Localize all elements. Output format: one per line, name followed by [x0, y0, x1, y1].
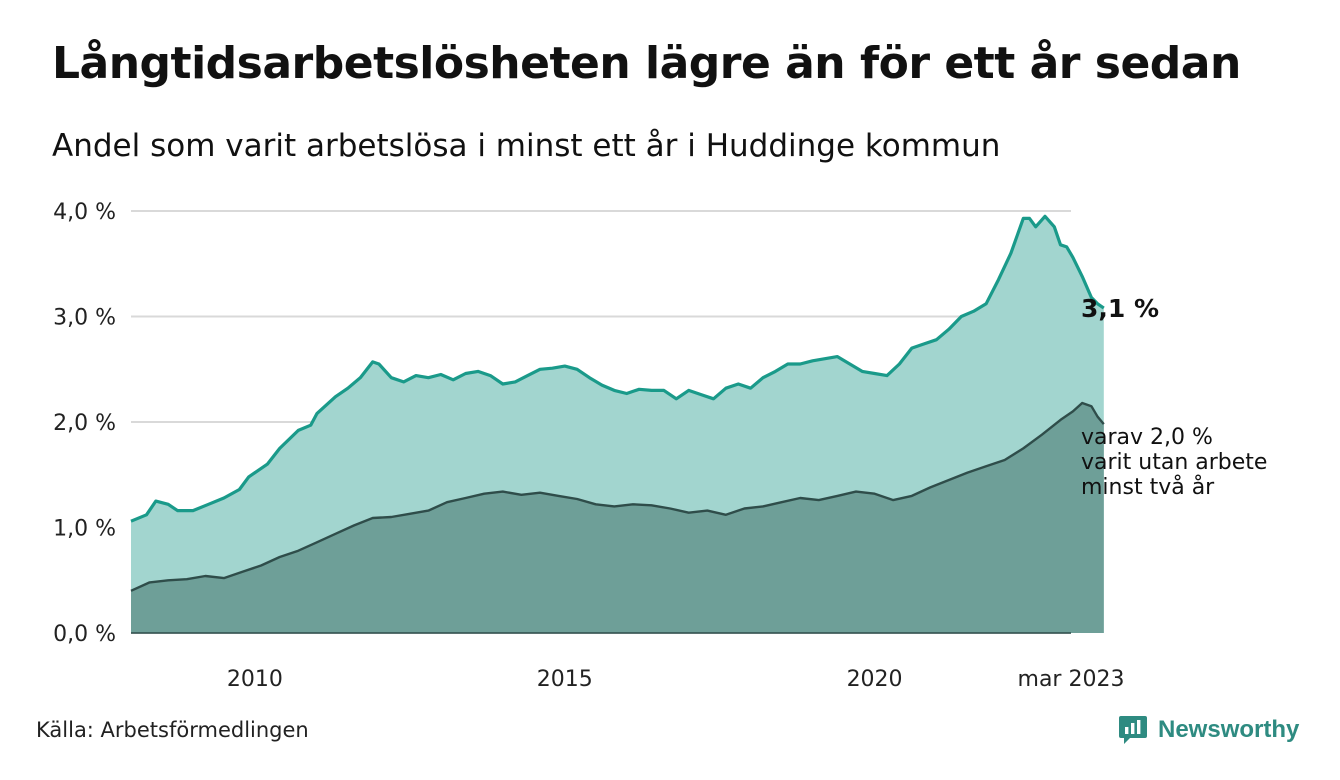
- x-tick-label: mar 2023: [1018, 667, 1125, 692]
- newsworthy-logo-icon: [1119, 716, 1147, 744]
- source-note: Källa: Arbetsförmedlingen: [36, 718, 309, 742]
- label-layer: 0,0 % 1,0 % 2,0 % 3,0 % 4,0 % 2010 2015 2020 mar…: [53, 200, 1267, 692]
- x-tick-label: 2015: [537, 667, 593, 692]
- end-value-label: 3,1 %: [1081, 294, 1159, 323]
- y-tick-label: 3,0 %: [53, 306, 116, 331]
- x-tick-label: 2020: [847, 667, 903, 692]
- y-tick-label: 1,0 %: [53, 517, 116, 542]
- area-layer: [130, 214, 1105, 634]
- chart-subtitle: Andel som varit arbetslösa i minst ett å…: [52, 128, 1001, 164]
- sub-series-label-line: varav 2,0 %: [1081, 425, 1213, 450]
- chart-title: Långtidsarbetslösheten lägre än för ett …: [52, 38, 1241, 89]
- sub-series-label-line: minst två år: [1081, 474, 1215, 500]
- y-tick-label: 2,0 %: [53, 411, 116, 436]
- line-series-2: [130, 401, 1105, 592]
- y-tick-label: 0,0 %: [53, 622, 116, 647]
- area-series-2: [131, 403, 1104, 633]
- line-series-1: [130, 214, 1105, 523]
- x-tick-label: 2010: [227, 667, 283, 692]
- y-tick-label: 4,0 %: [53, 200, 116, 225]
- brand-logo[interactable]: Newsworthy: [1118, 714, 1299, 746]
- brand-name: Newsworthy: [1158, 716, 1300, 743]
- sub-series-label-line: varit utan arbete: [1081, 450, 1267, 475]
